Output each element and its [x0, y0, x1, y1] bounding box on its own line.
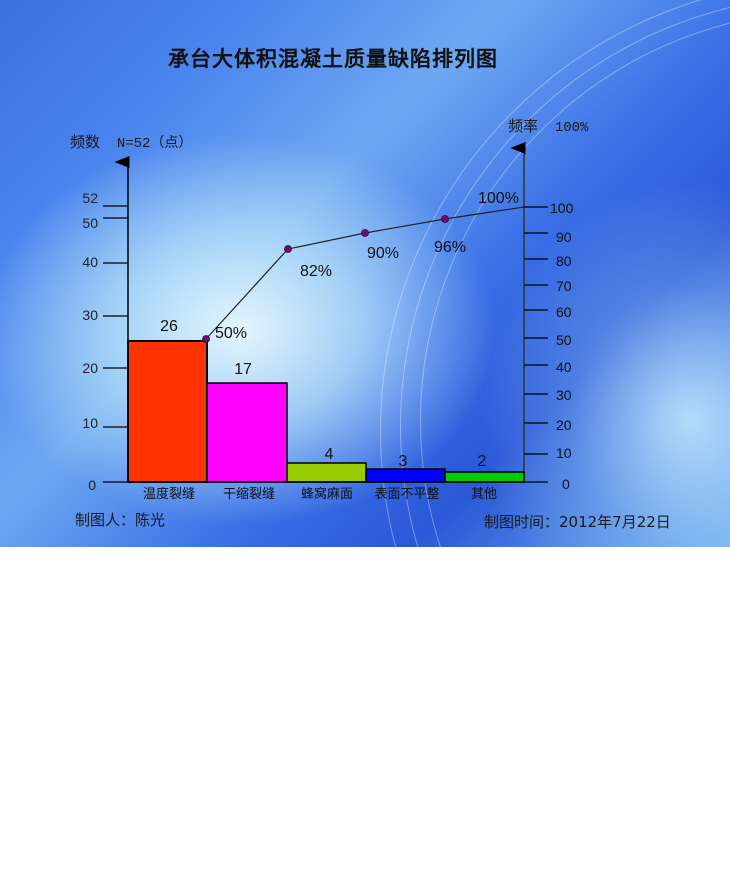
bar-uneven-surface — [365, 468, 446, 483]
cumulative-label: 50% — [215, 325, 247, 342]
date-label: 制图时间：2012年7月22日 — [484, 513, 671, 531]
left-y-axis: 52 50 40 30 20 10 0 — [82, 156, 130, 493]
right-tick-label: 20 — [556, 417, 572, 433]
category-label: 干缩裂缝 — [223, 486, 275, 501]
left-tick-label: 10 — [82, 415, 98, 431]
right-tick-label: 50 — [556, 332, 572, 348]
bar-value-label: 17 — [234, 361, 252, 378]
right-tick-label: 80 — [556, 253, 572, 269]
left-axis-total: N=52（点） — [116, 136, 193, 152]
category-label: 表面不平整 — [374, 486, 439, 501]
bar-value-label: 2 — [478, 453, 487, 470]
left-tick-label: 20 — [82, 360, 98, 376]
right-axis-caption-text: 频率 — [508, 117, 539, 135]
line-marker — [361, 229, 369, 237]
bar-other — [444, 471, 525, 483]
bar-value-label: 4 — [325, 446, 334, 463]
bar-shrinkage-crack — [206, 382, 288, 483]
category-label: 温度裂缝 — [143, 486, 195, 501]
right-y-axis: 100 90 80 70 60 50 40 30 20 10 0 — [510, 142, 574, 492]
bar-value-label: 3 — [399, 453, 408, 470]
right-axis-max: 100% — [554, 120, 589, 136]
cumulative-label: 82% — [300, 263, 332, 280]
line-marker — [441, 215, 449, 223]
line-marker — [284, 245, 292, 253]
bars — [127, 340, 525, 483]
cumulative-label: 90% — [367, 245, 399, 262]
left-tick-label: 0 — [88, 477, 96, 493]
left-tick-label: 50 — [82, 215, 98, 231]
cumulative-line: 50% 82% 90% 96% 100% — [202, 190, 525, 343]
right-tick-label: 30 — [556, 387, 572, 403]
bar-honeycomb — [286, 462, 367, 483]
author-label: 制图人：陈光 — [75, 511, 166, 529]
right-tick-label: 60 — [556, 304, 572, 320]
pareto-chart: 52 50 40 30 20 10 0 100 90 80 — [82, 142, 574, 501]
right-tick-label: 70 — [556, 278, 572, 294]
cumulative-label: 96% — [434, 239, 466, 256]
right-tick-label: 100 — [550, 200, 574, 216]
right-tick-label: 40 — [556, 359, 572, 375]
left-axis-caption: 频数 N=52（点） — [70, 131, 192, 152]
bar-value-label: 26 — [160, 318, 178, 335]
chart-title: 承台大体积混凝土质量缺陷排列图 — [168, 46, 498, 71]
right-tick-label: 90 — [556, 229, 572, 245]
bar-temperature-crack — [127, 340, 208, 483]
right-tick-label: 0 — [562, 476, 570, 492]
left-tick-label: 40 — [82, 254, 98, 270]
line-marker — [202, 335, 210, 343]
left-tick-label: 52 — [82, 190, 98, 206]
cumulative-label: 100% — [478, 190, 519, 207]
left-axis-caption-text: 频数 — [70, 133, 101, 151]
left-tick-label: 30 — [82, 307, 98, 323]
category-label: 其他 — [471, 486, 497, 501]
category-label: 蜂窝麻面 — [301, 486, 353, 501]
right-axis-caption: 频率 100% — [508, 115, 588, 136]
right-tick-label: 10 — [556, 445, 572, 461]
